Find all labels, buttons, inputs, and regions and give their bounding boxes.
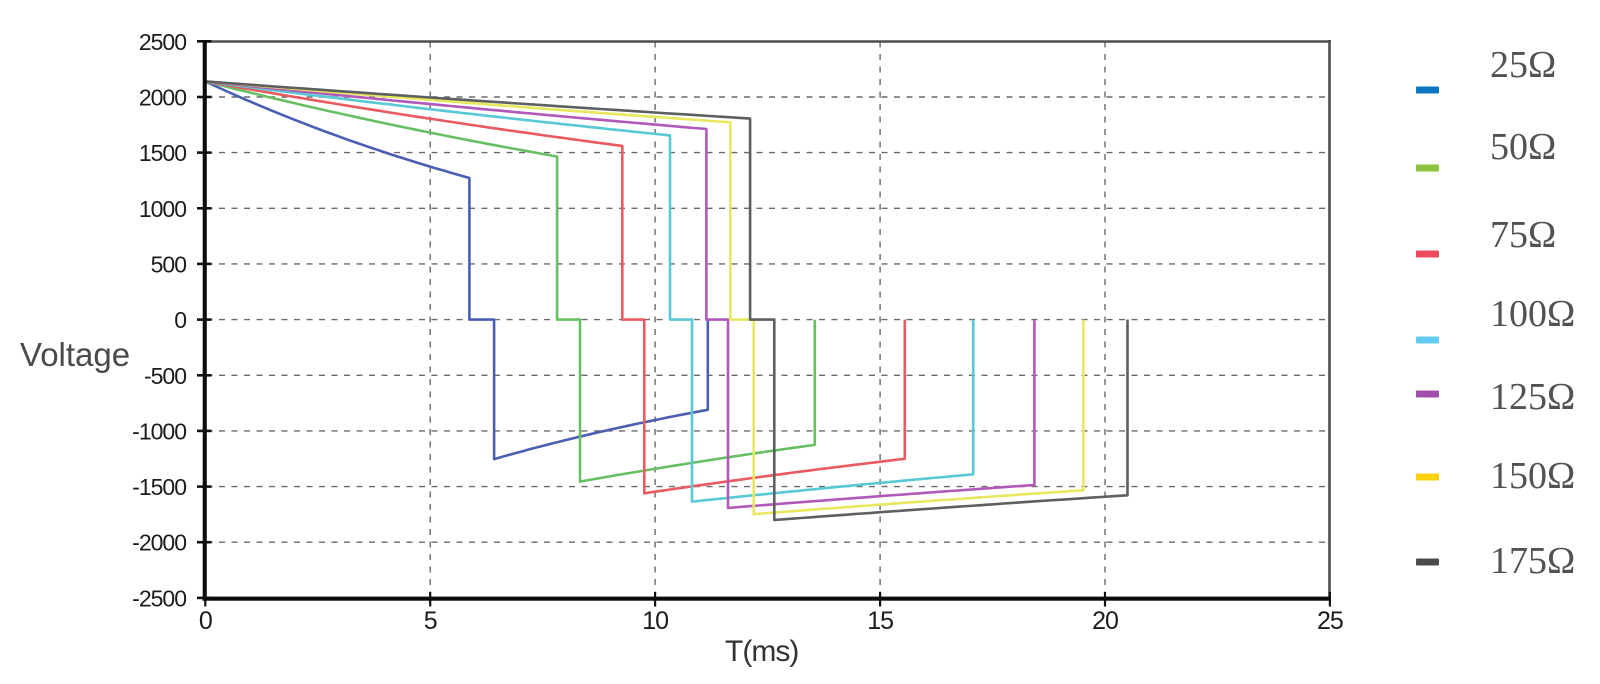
svg-text:1000: 1000 <box>139 196 186 222</box>
svg-text:10: 10 <box>642 607 668 635</box>
svg-text:-2000: -2000 <box>132 530 186 556</box>
svg-text:25Ω: 25Ω <box>1490 44 1556 86</box>
svg-text:75Ω: 75Ω <box>1490 214 1556 256</box>
svg-text:2500: 2500 <box>139 29 186 55</box>
svg-text:5: 5 <box>424 607 437 635</box>
svg-text:0: 0 <box>174 307 186 333</box>
svg-text:-1500: -1500 <box>132 474 186 500</box>
svg-text:-2500: -2500 <box>132 585 186 611</box>
svg-text:500: 500 <box>151 251 187 277</box>
svg-text:125Ω: 125Ω <box>1490 376 1575 418</box>
svg-text:15: 15 <box>867 607 893 635</box>
svg-text:2000: 2000 <box>139 85 186 111</box>
svg-text:Voltage: Voltage <box>20 336 130 373</box>
svg-text:T(ms): T(ms) <box>725 635 798 668</box>
svg-text:0: 0 <box>199 607 212 635</box>
svg-text:-500: -500 <box>144 363 186 389</box>
svg-text:25: 25 <box>1317 607 1343 635</box>
svg-text:-1000: -1000 <box>132 418 186 444</box>
svg-text:50Ω: 50Ω <box>1490 126 1556 168</box>
svg-text:150Ω: 150Ω <box>1490 455 1575 497</box>
svg-text:100Ω: 100Ω <box>1490 293 1575 335</box>
svg-text:1500: 1500 <box>139 140 186 166</box>
svg-text:175Ω: 175Ω <box>1490 540 1575 582</box>
svg-text:20: 20 <box>1092 607 1118 635</box>
